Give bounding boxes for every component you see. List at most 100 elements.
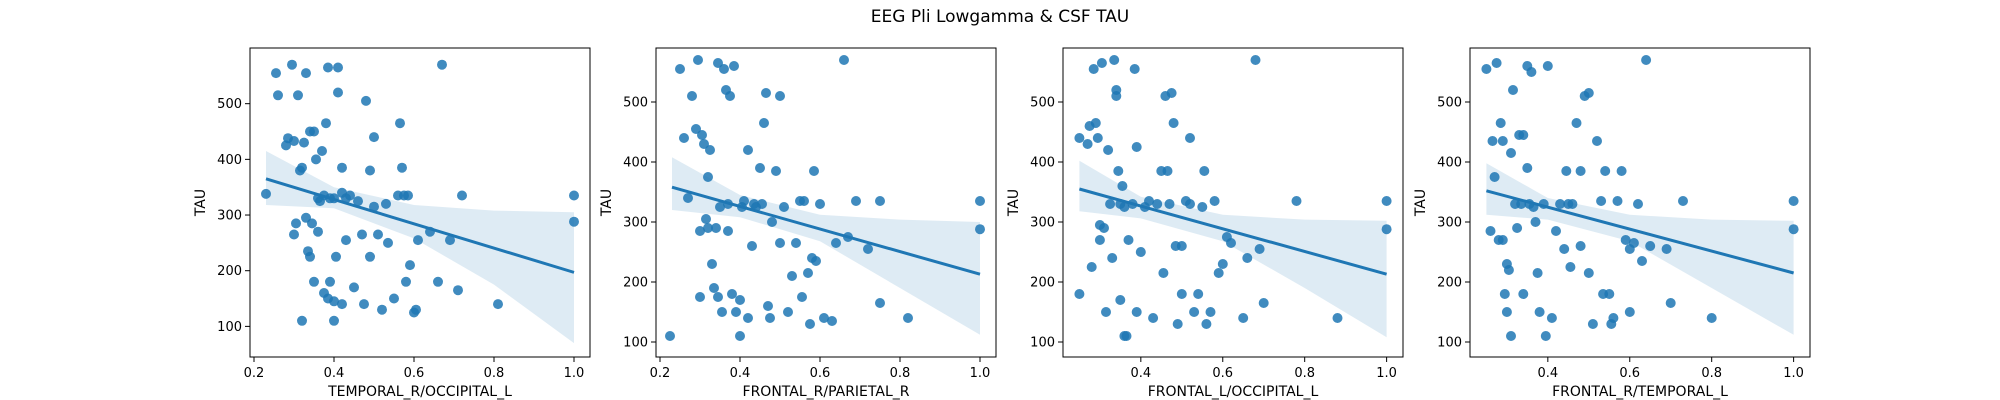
y-tick-label: 500 <box>623 96 648 111</box>
y-tick-label: 200 <box>623 276 648 291</box>
y-tick-label: 300 <box>623 216 648 231</box>
scatter-point <box>743 145 753 155</box>
y-tick-label: 100 <box>217 320 242 335</box>
scatter-point <box>1592 136 1602 146</box>
scatter-point <box>1491 58 1502 68</box>
x-axis-label: FRONTAL_L/OCCIPITAL_L <box>1148 384 1319 400</box>
scatter-point <box>297 162 307 173</box>
scatter-point <box>787 271 797 281</box>
scatter-point <box>1074 289 1085 299</box>
scatter-point <box>309 126 319 137</box>
scatter-point <box>305 251 315 262</box>
y-tick-label: 400 <box>1437 156 1462 171</box>
scatter-point <box>437 59 447 70</box>
scatter-point <box>1121 331 1132 341</box>
scatter-point <box>827 316 837 326</box>
scatter-point <box>361 95 371 106</box>
x-axis-label: FRONTAL_R/PARIETAL_R <box>743 384 910 400</box>
scatter-point <box>299 137 309 148</box>
scatter-point <box>1788 196 1799 206</box>
y-tick-label: 100 <box>623 336 648 351</box>
scatter-point <box>775 91 785 101</box>
scatter-point <box>851 196 861 206</box>
scatter-point <box>701 214 711 224</box>
scatter-point <box>365 251 375 262</box>
x-tick-label: 1.0 <box>564 366 585 381</box>
y-tick-label: 300 <box>217 209 242 224</box>
scatter-point <box>1193 289 1204 299</box>
scatter-point <box>765 313 775 323</box>
scatter-point <box>313 226 323 237</box>
scatter-point <box>1665 298 1676 308</box>
scatter-point <box>693 55 703 65</box>
y-tick-label: 300 <box>1437 216 1462 231</box>
scatter-point <box>433 276 443 287</box>
y-axis-label: TAU <box>193 189 209 217</box>
x-tick-label: 0.6 <box>810 366 831 381</box>
regression-line <box>1485 189 1795 275</box>
scatter-point <box>779 202 789 212</box>
x-axis-label: FRONTAL_R/TEMPORAL_L <box>1552 384 1728 400</box>
scatter-point <box>755 163 765 173</box>
scatter-point <box>1633 199 1643 209</box>
scatter-point <box>1641 55 1652 65</box>
scatter-point <box>1608 313 1619 323</box>
scatter-point <box>383 237 393 248</box>
scatter-point <box>1205 307 1216 317</box>
scatter-point <box>1532 268 1543 278</box>
scatter-point <box>329 315 339 326</box>
scatter-point <box>709 283 719 293</box>
scatter-point <box>1561 166 1572 176</box>
scatter-point <box>289 229 299 240</box>
scatter-point <box>297 315 307 326</box>
scatter-point <box>1522 163 1533 173</box>
scatter-point <box>725 91 735 101</box>
scatter-point <box>875 298 885 308</box>
scatter-point <box>1637 256 1647 266</box>
scatter-point <box>1596 196 1607 206</box>
scatter-point <box>1381 196 1392 206</box>
scatter-point <box>1587 319 1598 329</box>
y-tick-label: 300 <box>1030 216 1055 231</box>
x-tick-label: 1.0 <box>970 366 991 381</box>
scatter-point <box>1131 307 1142 317</box>
scatter-point <box>1495 118 1506 128</box>
scatter-point <box>1583 88 1594 98</box>
scatter-point <box>705 145 715 155</box>
scatter-point <box>723 226 733 236</box>
scatter-point <box>875 196 885 206</box>
scatter-point <box>1542 61 1553 71</box>
scatter-point <box>1497 136 1508 146</box>
scatter-point <box>1530 217 1541 227</box>
x-tick-label: 0.8 <box>1294 366 1315 381</box>
scatter-point <box>1512 223 1523 233</box>
y-axis-label: TAU <box>1006 189 1022 217</box>
x-tick-label: 0.4 <box>1537 366 1558 381</box>
scatter-point <box>1185 133 1195 143</box>
scatter-point <box>1616 166 1627 176</box>
scatter-point <box>729 61 739 71</box>
scatter-point <box>1583 268 1594 278</box>
scatter-point <box>329 296 339 307</box>
y-tick-label: 100 <box>1030 336 1055 351</box>
subplot-3: 0.4 0.6 0.8 1.0 100 200 300 400 500 FRONTAL_L/OCC… <box>1006 47 1404 400</box>
scatter-point <box>445 235 455 246</box>
scatter-point <box>717 307 727 317</box>
scatter-point <box>1604 289 1615 299</box>
scatter-point <box>707 259 717 269</box>
scatter-point <box>381 198 391 209</box>
scatter-point <box>271 68 281 79</box>
subplot-4: 0.4 0.6 0.8 1.0 100 200 300 400 500 FRONTAL_R/TEM… <box>1413 47 1811 400</box>
scatter-point <box>289 136 299 146</box>
subplot-2: 0.2 0.4 0.6 0.8 1.0 100 200 300 400 500 FRONTAL_R/… <box>599 47 997 400</box>
scatter-point <box>1158 268 1169 278</box>
scatter-point <box>735 295 745 305</box>
y-tick-label: 500 <box>217 97 242 112</box>
scatter-point <box>1168 118 1179 128</box>
scatter-point <box>1197 202 1208 212</box>
scatter-point <box>783 307 793 317</box>
scatter-point <box>811 256 821 266</box>
x-tick-label: 0.6 <box>1212 366 1233 381</box>
figure-title: EEG Pli Lowgamma & CSF TAU <box>871 7 1129 27</box>
